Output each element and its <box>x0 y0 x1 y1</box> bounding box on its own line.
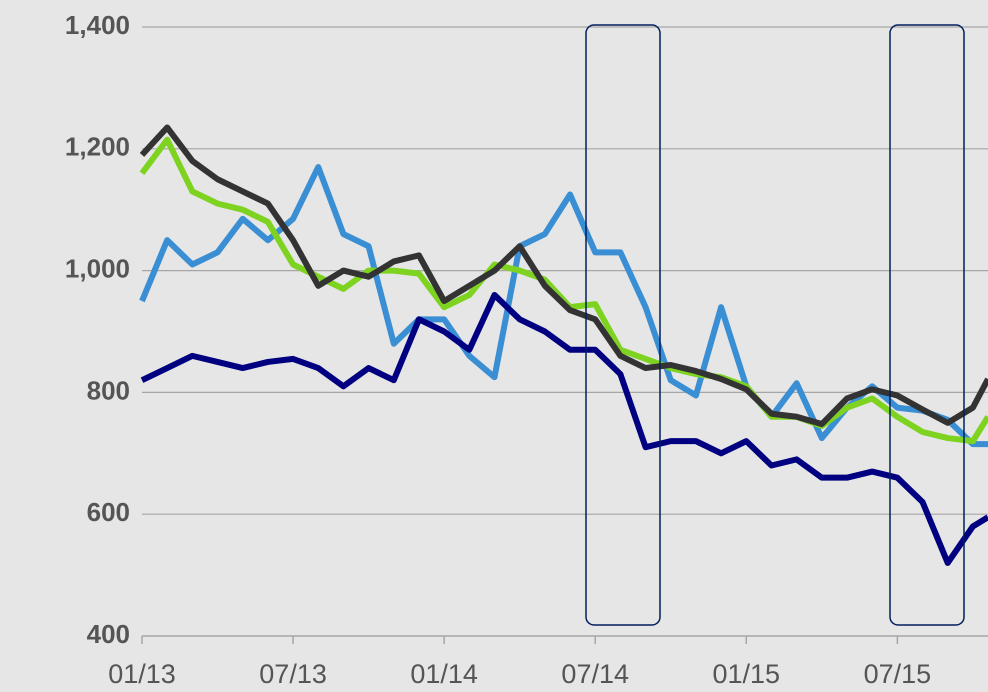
x-tick-label: 01/14 <box>410 659 478 689</box>
series-line <box>140 291 988 566</box>
x-tick-label: 01/15 <box>712 659 780 689</box>
x-tick-label: 07/15 <box>864 659 932 689</box>
y-tick-label: 800 <box>87 375 130 405</box>
y-tick-label: 600 <box>87 497 130 527</box>
x-tick-label: 01/13 <box>108 659 176 689</box>
y-tick-label: 1,200 <box>65 132 130 162</box>
highlight-box <box>889 24 965 626</box>
y-tick-label: 1,400 <box>65 10 130 40</box>
x-tick-label: 07/13 <box>259 659 327 689</box>
y-tick-label: 1,000 <box>65 253 130 283</box>
highlight-box <box>585 24 661 626</box>
y-tick-label: 400 <box>87 619 130 649</box>
x-tick-label: 07/14 <box>561 659 629 689</box>
series-line <box>139 124 988 428</box>
